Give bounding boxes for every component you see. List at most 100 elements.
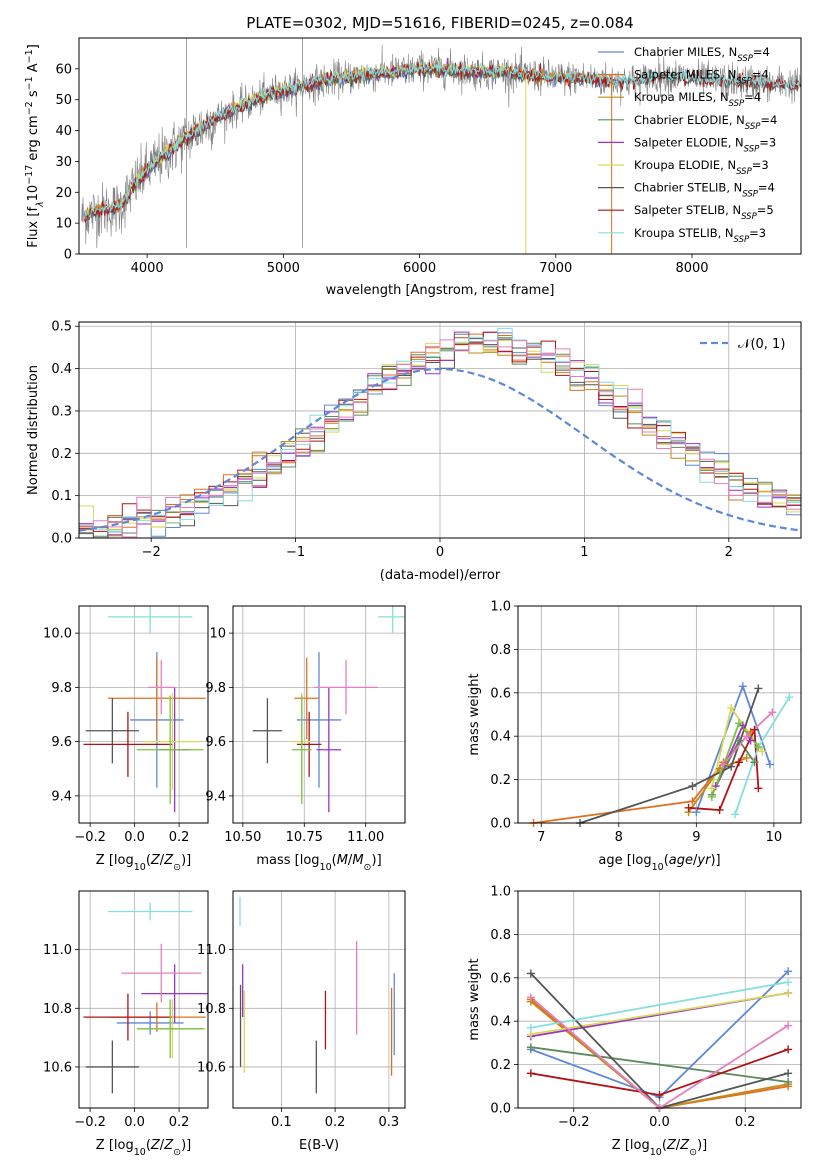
weight-marker: [768, 708, 777, 717]
x-axis-label: E(B-V): [299, 1138, 339, 1153]
model-spectrum: [83, 60, 801, 219]
x-tick-label: 0.0: [124, 830, 145, 845]
y-tick-label: 0.4: [490, 1015, 511, 1030]
panel-weight-vs-age: 7 8 9 10 0.0 0.2 0.4 0.6 0.8 1.0 age [log10(age/yr…: [467, 600, 802, 873]
y-tick-label: 0.3: [51, 404, 72, 419]
weight-marker: [758, 747, 767, 756]
weight-marker: [526, 1023, 535, 1032]
y-tick-label: 9.6: [205, 735, 226, 750]
weight-marker: [526, 969, 535, 978]
weight-marker: [731, 810, 740, 819]
x-tick-label: 1: [580, 545, 588, 560]
y-tick-label: 0.6: [490, 971, 511, 986]
weight-marker: [707, 792, 716, 801]
y-tick-label: 0.6: [490, 686, 511, 701]
y-tick-label: 0.0: [490, 1102, 511, 1117]
y-axis-label: mass weight: [467, 673, 482, 755]
y-tick-label: 9.4: [51, 789, 72, 804]
weight-marker: [784, 967, 793, 976]
weight-marker: [526, 993, 535, 1002]
y-tick-label: 1.0: [490, 600, 511, 615]
weight-marker: [785, 693, 794, 702]
legend: Chabrier MILES, NSSP=4 Salpeter MILES, NS…: [598, 45, 777, 245]
weight-marker: [734, 758, 743, 767]
legend-entry: Kroupa ELODIE, NSSP=3: [634, 158, 769, 177]
legend-entry: 𝒩(0, 1): [738, 337, 785, 352]
plot-area-mass-vs-Z: [83, 902, 208, 1094]
weight-marker: [688, 797, 697, 806]
residual-histogram: [79, 327, 801, 532]
weight-marker: [784, 1021, 793, 1030]
x-tick-label: 7000: [539, 261, 572, 276]
y-tick-label: 40: [55, 124, 72, 139]
x-tick-label: 10.50: [224, 830, 261, 845]
y-tick-label: 60: [55, 62, 72, 77]
x-tick-label: −0.2: [558, 1115, 590, 1130]
x-tick-label: 7: [537, 830, 545, 845]
y-axis-label: Flux [fλ10−17 erg cm−2 s−1 A−1]: [24, 44, 46, 248]
x-axis-label: (data-model)/error: [380, 568, 501, 583]
x-tick-label: 0.2: [735, 1115, 756, 1130]
y-tick-label: 50: [55, 93, 72, 108]
x-tick-label: 9: [692, 830, 700, 845]
weight-line: [530, 1001, 789, 1108]
x-tick-label: −0.2: [74, 1115, 106, 1130]
weight-line: [530, 1046, 789, 1083]
residual-histogram: [79, 333, 801, 529]
legend-entry: Salpeter ELODIE, NSSP=3: [634, 135, 776, 154]
y-tick-label: 10: [55, 217, 72, 232]
weight-marker: [742, 732, 751, 741]
panel-residuals: −2 −1 0 1 2 0.0 0.1 0.2 0.3 0.4 0.5 (data-model)/er…: [26, 320, 802, 583]
y-tick-label: 30: [55, 155, 72, 170]
axes-frame: [78, 37, 802, 255]
y-tick-label: 0.2: [51, 447, 72, 462]
panel-mass-vs-Z: −0.2 0.0 0.2 10.6 10.8 11.0 Z [log10(Z/Z⊙)]: [43, 890, 209, 1158]
axes-frame: [78, 321, 802, 539]
weight-marker: [784, 1069, 793, 1078]
x-tick-label: 8: [615, 830, 623, 845]
y-tick-label: 0.1: [51, 489, 72, 504]
y-tick-label: 9.6: [51, 735, 72, 750]
weight-marker: [754, 684, 763, 693]
x-axis-label: Z [log10(Z/Z⊙)]: [612, 1138, 707, 1158]
x-tick-label: 0.0: [124, 1115, 145, 1130]
weight-marker: [765, 760, 774, 769]
weight-line: [530, 981, 789, 1029]
legend-entry: Kroupa STELIB, NSSP=3: [634, 226, 766, 245]
y-tick-label: 10.8: [43, 1002, 72, 1017]
y-tick-label: 0.2: [490, 773, 511, 788]
weight-line: [530, 972, 789, 1108]
weight-marker: [734, 736, 743, 745]
x-axis-label: mass [log10(M/M⊙)]: [256, 853, 381, 873]
panel-age-vs-Z: −0.2 0.0 0.2 9.4 9.6 9.8 10.0 Z [log10(Z/Z⊙)]: [43, 605, 209, 873]
normal-curve: [79, 367, 801, 532]
y-axis-label: mass weight: [467, 958, 482, 1040]
weight-marker: [707, 784, 716, 793]
y-tick-label: 0.4: [51, 362, 72, 377]
weight-marker: [526, 1043, 535, 1052]
axes-frame: [78, 890, 209, 1109]
y-tick-label: 11.0: [197, 943, 226, 958]
weight-marker: [727, 762, 736, 771]
plot-area-weight-vs-age: [533, 683, 791, 823]
legend-entry: Chabrier ELODIE, NSSP=4: [634, 113, 777, 132]
plot-area-age-vs-Z: [83, 606, 206, 813]
x-tick-label: 0.3: [379, 1115, 400, 1130]
y-tick-label: 0.2: [490, 1058, 511, 1073]
y-tick-label: 0.4: [490, 730, 511, 745]
axes-frame: [517, 890, 802, 1109]
plot-area-mass-vs-EBV: [239, 896, 395, 1094]
y-tick-label: 9.8: [205, 681, 226, 696]
y-tick-label: 1.0: [490, 885, 511, 900]
weight-marker: [784, 988, 793, 997]
axes-frame: [78, 605, 209, 824]
residual-histogram: [79, 332, 801, 537]
y-tick-label: 10.0: [43, 627, 72, 642]
plot-area-residuals: [79, 327, 801, 538]
grid-mass-vs-Z: [79, 891, 208, 1108]
y-tick-label: 10: [209, 627, 226, 642]
panel-age-vs-mass: 10.50 10.75 11.00 9.4 9.6 9.8 10 mass [log10(M/…: [205, 605, 406, 873]
x-tick-label: 6000: [403, 261, 436, 276]
grid-mass-vs-EBV: [233, 891, 405, 1108]
